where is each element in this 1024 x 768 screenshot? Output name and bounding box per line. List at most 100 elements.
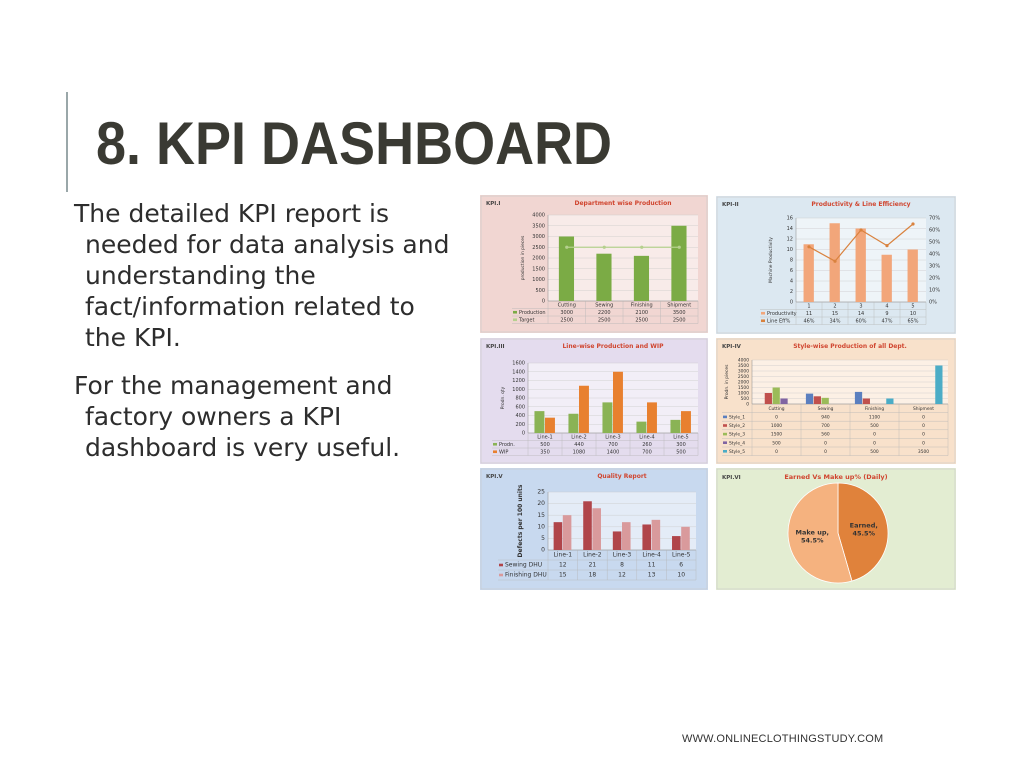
chart-title: Line-wise Production and WIP	[562, 343, 664, 350]
bar-style-1	[805, 393, 814, 404]
legend-entry: Line Eff%	[767, 318, 791, 324]
legend-swatch	[723, 432, 727, 436]
table-cell: 2200	[598, 310, 611, 316]
legend-entry: Finishing DHU	[505, 572, 547, 579]
table-cell: 8	[620, 562, 624, 569]
x-tick-label: Line-5	[672, 552, 691, 559]
bar-sewing-dhu	[553, 522, 563, 550]
legend-swatch	[499, 573, 503, 577]
x-tick-label: Line-3	[605, 434, 620, 440]
bar-wip	[613, 371, 623, 433]
legend-entry: Style_5	[729, 449, 745, 455]
line-point	[885, 244, 889, 248]
table-cell: 10	[910, 311, 916, 317]
paragraph-line: needed for data analysis and	[85, 230, 450, 259]
table-cell: 2500	[673, 317, 686, 323]
table-cell: 560	[821, 432, 830, 438]
table-cell: 9	[885, 311, 888, 317]
chart-tag-label: KPI.VI	[722, 475, 741, 481]
y-right-tick-label: 40%	[929, 252, 940, 258]
y-tick-label: 2500	[532, 245, 545, 251]
x-tick-label: Line-2	[583, 552, 602, 559]
y-tick-label: 3000	[738, 369, 749, 375]
table-cell: 0	[922, 423, 925, 429]
table-cell: 21	[589, 562, 597, 569]
table-cell: 940	[821, 415, 830, 421]
legend-swatch	[493, 442, 497, 446]
bar-sewing-dhu	[612, 531, 622, 550]
bar-finishing-dhu	[592, 508, 601, 550]
legend-swatch	[493, 450, 497, 454]
y-tick-label: 8	[790, 258, 793, 264]
bar-prodn-	[602, 402, 613, 433]
legend-swatch	[761, 319, 765, 323]
y-tick-label: 0	[541, 547, 545, 554]
y-axis-label: Machine Productivity	[768, 237, 774, 283]
legend-swatch	[723, 415, 727, 419]
slice-value-label: 45.5%	[852, 529, 875, 537]
y-tick-label: 1600	[512, 361, 525, 367]
table-cell: 260	[642, 442, 652, 448]
paragraph-line: factory owners a KPI	[85, 402, 342, 431]
bar-style-2	[813, 396, 821, 404]
table-cell: 2500	[560, 317, 573, 323]
chart-tag-label: KPI-IV	[722, 344, 742, 350]
bar-sewing-dhu	[642, 524, 651, 550]
x-tick-label: Line-4	[642, 552, 661, 559]
legend-swatch	[513, 310, 517, 314]
y-right-tick-label: 10%	[929, 288, 940, 294]
bar-prodn-	[568, 413, 579, 433]
legend-swatch	[499, 563, 503, 567]
chart-tag-label: KPI.III	[486, 344, 505, 350]
y-tick-label: 20	[537, 500, 545, 507]
y-tick-label: 0	[522, 431, 525, 437]
table-cell: 0	[824, 440, 827, 446]
table-cell: 0	[775, 449, 778, 455]
bar-wip	[681, 411, 691, 433]
legend-entry: Prodn.	[499, 442, 515, 448]
pie-slice	[787, 482, 853, 584]
bar-style-3	[772, 387, 780, 404]
table-cell: 300	[676, 442, 686, 448]
table-cell: 1500	[771, 432, 782, 438]
bar-finishing-dhu	[681, 526, 690, 550]
table-cell: 18	[589, 572, 597, 579]
y-tick-label: 3500	[738, 363, 749, 369]
paragraph-line: understanding the	[85, 261, 316, 290]
y-tick-label: 1500	[532, 266, 545, 272]
y-tick-label: 16	[787, 216, 793, 222]
table-cell: 47%	[881, 318, 892, 324]
paragraph-line: For the management and	[74, 371, 393, 400]
y-right-tick-label: 50%	[929, 240, 940, 246]
legend-swatch	[513, 318, 517, 322]
x-tick-label: Line-4	[639, 434, 654, 440]
table-cell: 12	[559, 562, 567, 569]
table-cell: 11	[648, 562, 656, 569]
y-axis-label: production in pieces	[520, 235, 526, 280]
table-cell: 1000	[771, 423, 782, 429]
kpi-6-earned-makeup-pie-chart: KPI.VI Earned Vs Make up% (Daily) Earned, 4…	[716, 468, 956, 590]
y-tick-label: 12	[787, 237, 793, 243]
y-tick-label: 400	[515, 413, 525, 419]
legend-entry: Style_1	[729, 415, 745, 421]
line-point	[911, 222, 915, 226]
y-axis-label: Prodn. in pieces	[724, 364, 730, 400]
x-tick-label: Cutting	[768, 406, 784, 412]
table-cell: 350	[540, 449, 550, 455]
y-tick-label: 1000	[532, 277, 545, 283]
y-tick-label: 1000	[738, 391, 749, 397]
x-tick-label: 1	[807, 303, 810, 309]
bar-production	[633, 255, 650, 301]
bar-sewing-dhu	[672, 536, 681, 550]
legend-entry: Style_3	[729, 432, 745, 438]
chart-frame	[716, 468, 956, 590]
chart-title: Earned Vs Make up% (Daily)	[784, 473, 887, 481]
chart-title: Department wise Production	[574, 200, 671, 207]
y-tick-label: 1400	[512, 369, 525, 375]
y-tick-label: 2500	[738, 374, 749, 380]
pie-slice	[837, 482, 889, 582]
table-cell: 11	[806, 311, 812, 317]
y-tick-label: 3000	[532, 234, 545, 240]
chart-svg: KPI.III Line-wise Production and WIP 0 200 4…	[480, 338, 708, 464]
x-tick-label: Line-1	[537, 434, 552, 440]
